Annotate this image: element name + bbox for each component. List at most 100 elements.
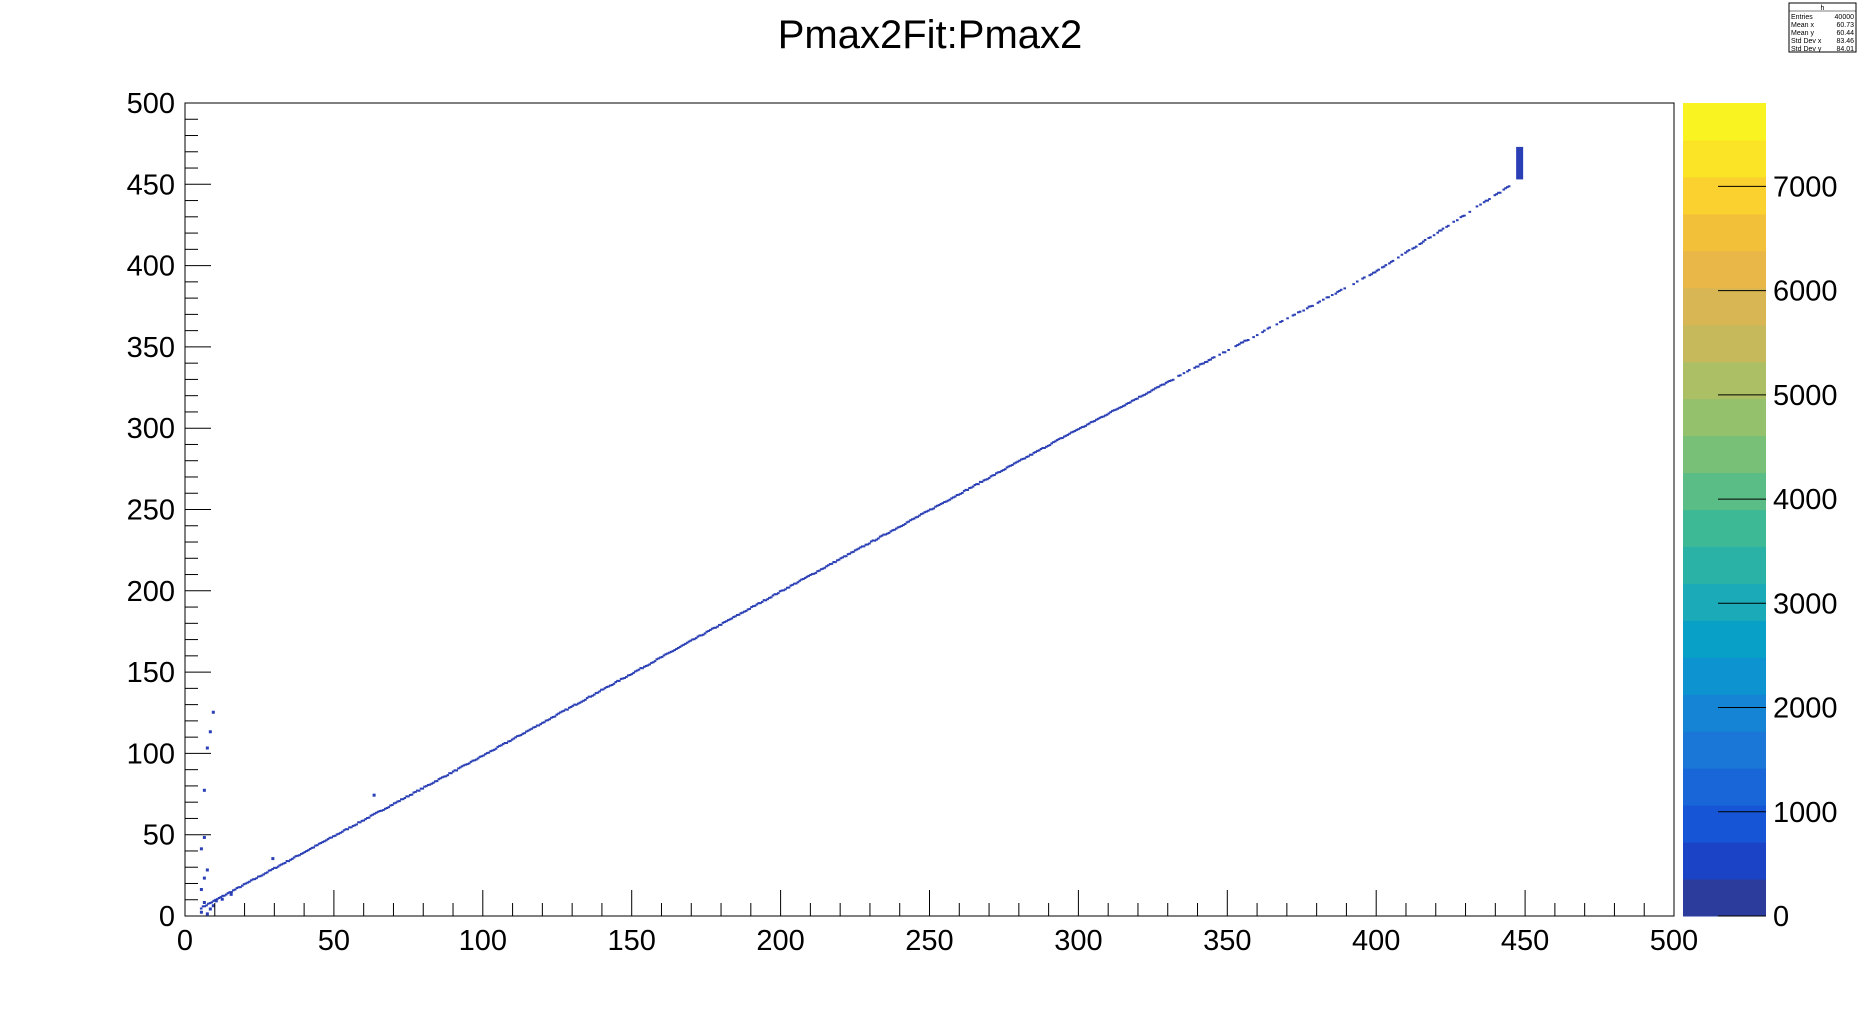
density-cell [1089,421,1093,424]
density-cell [559,711,562,714]
density-cell [526,729,530,732]
density-cell [843,555,846,558]
density-cell [1193,366,1196,369]
density-cell [955,494,959,497]
density-cell [199,907,203,910]
density-cell [684,642,687,645]
density-cell [1397,256,1400,259]
density-cell [893,528,896,531]
density-cell [1372,271,1375,274]
density-cell [337,832,341,835]
density-cell [1504,187,1507,190]
density-cell [959,492,962,495]
density-cell [1463,214,1466,217]
density-cell [1125,402,1129,405]
density-cell [878,535,882,538]
density-cell [1168,379,1171,382]
density-cell [970,486,973,489]
density-cell [1484,199,1488,202]
density-cell [1071,430,1075,433]
density-cell [262,873,266,876]
density-cell [759,602,762,605]
density-cell [691,638,694,641]
density-cell [1080,426,1084,429]
density-cell [1057,438,1061,441]
density-cell [326,838,330,841]
density-cell [349,826,353,829]
stats-box-value: 84.01 [1836,46,1854,53]
density-cell [1456,219,1459,222]
density-cell [1155,386,1159,389]
density-cell [332,835,335,838]
density-cell [934,505,937,508]
density-cell [1152,388,1155,391]
density-cell [346,828,350,831]
color-scale-band [1683,103,1766,141]
density-cell [659,656,662,659]
color-scale-band [1683,176,1766,215]
density-cell [421,787,425,790]
density-cell [598,690,601,693]
density-cell [408,793,412,796]
density-cell [864,543,868,546]
density-cell [587,695,591,698]
density-cell [1497,191,1500,194]
density-cell [859,546,862,549]
density-cell [1355,280,1359,283]
density-cell [305,850,308,853]
density-cell [1046,444,1050,447]
density-cell [995,472,998,475]
density-cell [382,809,385,812]
density-cell [257,875,260,878]
density-cell [535,724,539,727]
density-cell [1134,398,1137,401]
density-cell [630,673,634,676]
density-cell [641,667,644,670]
density-cell [433,780,437,783]
density-cell [253,878,257,881]
density-cell [1200,362,1204,365]
density-cell [1182,372,1186,375]
density-cell [280,863,283,866]
density-cell [875,538,878,541]
density-cell [984,478,987,481]
density-cell [335,833,339,836]
density-cell [469,760,473,763]
density-cell [575,703,578,706]
density-cell [921,512,925,515]
density-cell [592,693,596,696]
density-cell [1298,310,1302,313]
density-cell [391,803,394,806]
density-cell [419,787,423,790]
density-cell [766,598,769,601]
density-cell [662,654,666,657]
density-cell [328,836,332,839]
density-cell [214,899,218,903]
color-scale-band [1683,546,1766,584]
density-cell [909,519,912,522]
density-cell [723,620,727,623]
density-cell [1162,383,1166,386]
density-cell [671,650,675,653]
color-scale-band [1683,879,1766,917]
density-cell [1034,451,1037,454]
density-cell [953,495,957,498]
density-cell [487,751,491,754]
density-cell [1375,269,1379,272]
x-tick-label: 50 [318,925,350,957]
density-cell [1336,290,1339,293]
density-cell [1011,463,1014,466]
density-cell [973,483,977,486]
density-cell [1087,422,1091,425]
density-cell [655,658,659,661]
density-cell [1018,459,1021,462]
density-cell [203,905,207,908]
density-cell [1486,199,1489,202]
density-cell [202,876,206,880]
density-cell [423,785,426,788]
x-axis: 0 50 100 150 200 250 300 350 400 450 500 [177,890,1698,957]
density-cell [639,667,643,670]
density-cell [964,488,968,491]
density-cell [494,747,498,750]
density-cell [205,746,209,750]
